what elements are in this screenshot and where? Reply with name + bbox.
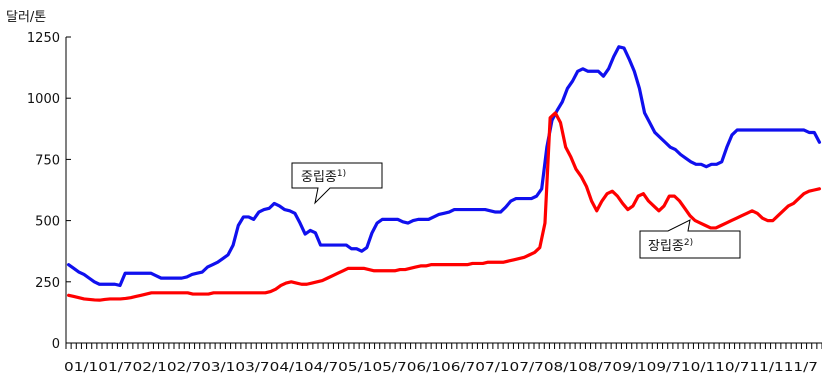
svg-text:중립종1): 중립종1): [301, 169, 346, 185]
y-tick-label: 750: [35, 153, 60, 168]
series-line-neutral: [66, 45, 822, 288]
svg-text:장립종2): 장립종2): [648, 238, 693, 254]
y-tick-label: 500: [35, 215, 60, 230]
y-axis-tick-labels: 0 250 500 750 1000 1250: [27, 31, 60, 352]
chart-axes: [65, 36, 822, 344]
y-tick-label: 1000: [27, 92, 60, 107]
y-axis-unit-label: 달러/톤: [6, 10, 47, 25]
y-tick-label: 250: [35, 276, 60, 291]
x-axis-tick-labels: 01/101/702/102/703/103/704/104/705/105/7…: [64, 359, 818, 374]
series-callout-long: 장립종2): [639, 219, 741, 259]
x-axis-ticks: [65, 343, 822, 349]
series-line-long: [66, 111, 822, 302]
legend-note-neutral: 1): [337, 169, 346, 179]
series-callout-neutral: 중립종1): [291, 162, 383, 205]
y-tick-label: 0: [52, 337, 60, 352]
series-layer: [66, 45, 822, 302]
legend-label-long: 장립종: [648, 239, 684, 254]
y-tick-label: 1250: [27, 31, 60, 46]
legend-note-long: 2): [684, 238, 693, 248]
legend-label-neutral: 중립종: [301, 170, 337, 185]
